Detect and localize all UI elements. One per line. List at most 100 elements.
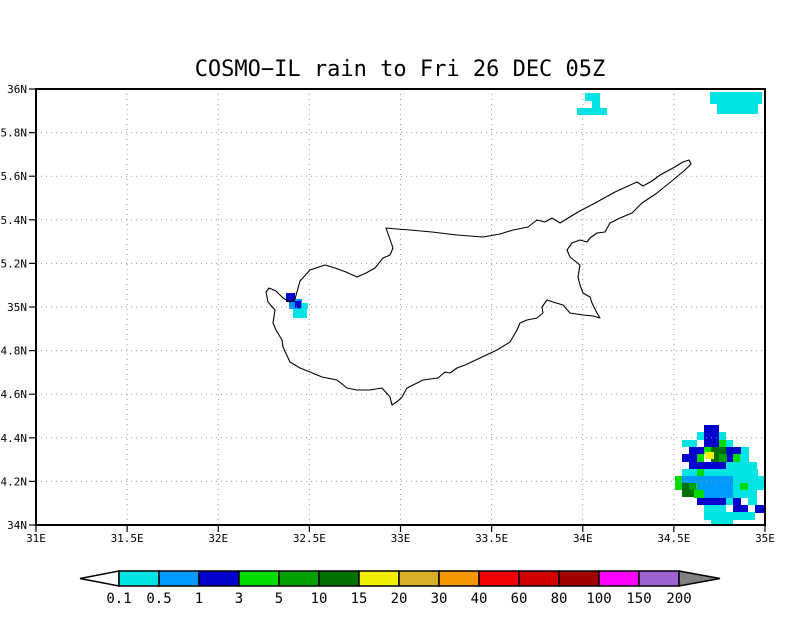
rain-cell	[719, 440, 726, 447]
rain-cell	[726, 454, 733, 462]
legend-segment	[198, 570, 240, 587]
lat-tick-label: 34.8N	[0, 345, 27, 358]
rain-cell	[704, 447, 711, 454]
rain-cell	[689, 483, 696, 490]
lat-tick-label: 35.4N	[0, 214, 27, 227]
legend-tick-label: 40	[471, 591, 488, 607]
lon-tick-label: 33.5E	[475, 532, 508, 545]
rain-cell	[705, 452, 714, 459]
rain-cell	[302, 303, 308, 309]
legend-segment	[118, 570, 160, 587]
rain-cell	[682, 476, 733, 483]
lat-tick-label: 34N	[7, 519, 27, 532]
legend-tick-label: 20	[391, 591, 408, 607]
rain-cell	[711, 519, 733, 525]
rain-cells	[286, 92, 765, 525]
legend-tick-label: 60	[511, 591, 528, 607]
lon-tick-label: 33E	[391, 532, 411, 545]
lat-tick-label: 35.2N	[0, 257, 27, 270]
rain-cell	[733, 454, 740, 462]
rain-cell	[719, 432, 726, 440]
rain-cell	[577, 108, 607, 115]
legend-tick-label: 30	[431, 591, 448, 607]
rain-cell	[697, 432, 704, 440]
legend-segment	[598, 570, 640, 587]
legend-tick-label: 15	[351, 591, 368, 607]
rain-cell	[697, 498, 726, 505]
legend-segment	[478, 570, 520, 587]
rain-cell	[689, 447, 704, 454]
rain-cell	[682, 440, 697, 447]
chart-title: COSMO−IL rain to Fri 26 DEC 05Z	[195, 57, 606, 82]
lat-tick-label: 35.6N	[0, 170, 27, 183]
grid-lines	[36, 89, 765, 525]
rain-cell	[748, 498, 757, 505]
legend-tick-label: 0.5	[146, 591, 171, 607]
legend-segment	[638, 570, 680, 587]
rain-cell	[704, 490, 733, 498]
rain-cell	[740, 454, 749, 462]
legend-segment	[558, 570, 600, 587]
lon-tick-label: 32.5E	[293, 532, 326, 545]
rain-cell	[726, 462, 757, 469]
lat-tick-label: 36N	[7, 83, 27, 96]
rain-cell	[704, 440, 719, 447]
rain-cell	[717, 104, 758, 114]
legend-underflow-arrow	[79, 570, 120, 587]
rain-cell	[689, 462, 726, 469]
lon-tick-label: 32E	[208, 532, 228, 545]
rain-cell	[733, 490, 748, 498]
lat-tick-label: 35.8N	[0, 127, 27, 140]
rain-cell	[711, 447, 726, 454]
legend-segment	[278, 570, 320, 587]
legend-tick-label: 3	[235, 591, 243, 607]
cyprus-coastline	[265, 159, 692, 406]
legend-tick-label: 80	[551, 591, 568, 607]
rain-cell	[719, 454, 727, 462]
rain-cell	[704, 505, 726, 512]
rain-cell	[592, 101, 600, 108]
axis-labels: 36N 35.8N 35.6N 35.4N 35.2N 35N 34.8N 34.6N 34.4…	[0, 83, 775, 545]
lon-tick-label: 34E	[573, 532, 593, 545]
rain-cell	[295, 301, 301, 308]
legend-segment	[158, 570, 200, 587]
color-scale-legend: 0.1 0.5 1 3 5 10 15 20 30 40 60 80 100 150 200	[79, 570, 721, 607]
rain-cell	[694, 490, 704, 498]
rain-cell	[704, 512, 755, 520]
rain-cell	[697, 469, 704, 476]
legend-segment	[318, 570, 360, 587]
rain-cell	[733, 483, 740, 490]
legend-segment	[398, 570, 440, 587]
rain-cell	[675, 476, 682, 483]
legend-segment	[358, 570, 400, 587]
lon-tick-label: 34.5E	[657, 532, 690, 545]
legend-overflow-arrow	[678, 570, 721, 587]
rain-cell	[733, 505, 748, 512]
legend-tick-label: 150	[626, 591, 651, 607]
rain-cell	[585, 93, 600, 101]
lat-tick-label: 35N	[7, 301, 27, 314]
axis-ticks	[29, 88, 766, 532]
rain-cell	[726, 440, 733, 447]
rain-cell	[726, 447, 741, 454]
lon-tick-label: 35E	[755, 532, 775, 545]
legend-tick-label: 1	[195, 591, 203, 607]
rain-cell	[710, 92, 762, 104]
legend-tick-label: 100	[586, 591, 611, 607]
rain-cell	[741, 447, 749, 454]
rain-cell	[733, 476, 765, 483]
lat-tick-label: 34.4N	[0, 432, 27, 445]
legend-tick-label: 5	[275, 591, 283, 607]
rain-cell	[697, 483, 733, 490]
lat-tick-label: 34.6N	[0, 388, 27, 401]
rain-cell	[286, 293, 295, 302]
rain-cell	[748, 483, 765, 490]
rain-cell	[733, 498, 741, 505]
rain-cell	[682, 469, 758, 476]
lat-tick-label: 34.2N	[0, 475, 27, 488]
rain-cell	[697, 454, 704, 462]
rain-cell	[704, 425, 719, 440]
legend-segment	[238, 570, 280, 587]
